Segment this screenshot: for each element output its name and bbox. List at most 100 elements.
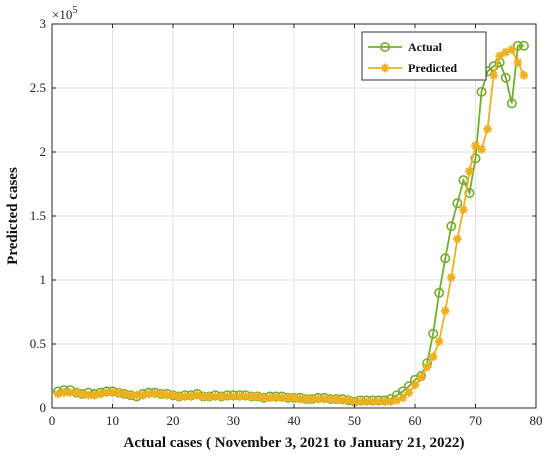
data-point <box>95 389 105 399</box>
asterisk-stroke <box>205 392 213 401</box>
asterisk-stroke <box>435 337 443 345</box>
asterisk-stroke <box>441 307 449 315</box>
asterisk-stroke <box>381 398 389 406</box>
asterisk-stroke <box>145 390 153 398</box>
data-point <box>464 166 475 176</box>
data-point <box>513 57 523 67</box>
asterisk-stroke <box>381 64 389 72</box>
data-point <box>422 362 432 372</box>
data-point <box>483 124 493 134</box>
y-tick-label: 1.5 <box>30 208 46 223</box>
data-point <box>77 389 87 399</box>
asterisk-stroke <box>429 353 437 361</box>
legend-item-predicted: Predicted <box>368 61 457 75</box>
asterisk-stroke <box>266 394 274 402</box>
data-point <box>428 352 438 362</box>
data-point <box>519 70 529 80</box>
asterisk-stroke <box>260 394 268 402</box>
asterisk-stroke <box>338 396 346 404</box>
asterisk-stroke <box>115 389 123 397</box>
data-point <box>452 234 462 244</box>
x-tick-label: 10 <box>106 413 119 428</box>
asterisk-stroke <box>278 394 286 402</box>
data-point <box>518 40 529 51</box>
asterisk-stroke <box>357 398 365 406</box>
data-point <box>89 390 99 400</box>
data-point <box>398 393 408 403</box>
y-tick-label: 3 <box>40 16 47 31</box>
y-tick-label: 0 <box>40 400 47 415</box>
asterisk-stroke <box>496 52 504 60</box>
data-point <box>216 391 226 402</box>
asterisk-stroke <box>453 235 461 243</box>
asterisk-stroke <box>102 389 110 397</box>
data-point <box>71 388 81 398</box>
data-point <box>446 272 456 283</box>
asterisk-stroke <box>490 71 498 79</box>
x-tick-label: 80 <box>530 413 543 428</box>
asterisk-stroke <box>193 391 201 399</box>
x-axis-label: Actual cases ( November 3, 2021 to Janua… <box>124 435 465 451</box>
data-point <box>380 397 390 407</box>
asterisk-stroke <box>60 389 68 397</box>
asterisk-stroke <box>465 167 473 175</box>
data-point <box>506 98 517 109</box>
asterisk-stroke <box>302 395 310 403</box>
asterisk-stroke <box>508 46 516 54</box>
data-point <box>489 70 499 80</box>
asterisk-stroke <box>290 394 298 402</box>
y-tick-label: 2.5 <box>30 80 46 95</box>
asterisk-stroke <box>459 206 467 214</box>
data-point <box>434 336 444 347</box>
data-point <box>386 397 396 407</box>
asterisk-stroke <box>169 391 177 399</box>
asterisk-stroke <box>66 389 74 397</box>
data-point <box>283 393 293 403</box>
asterisk-stroke <box>248 392 256 401</box>
asterisk-stroke <box>133 391 141 399</box>
data-point <box>253 391 263 402</box>
data-point <box>470 141 481 151</box>
data-point <box>434 287 445 298</box>
legend-box <box>361 31 487 81</box>
asterisk-stroke <box>502 48 510 56</box>
data-point <box>168 390 178 400</box>
asterisk-stroke <box>326 395 334 403</box>
asterisk-stroke <box>151 390 159 398</box>
data-point <box>404 388 414 398</box>
data-point <box>222 391 233 402</box>
legend-item-actual: Actual <box>368 40 443 54</box>
x-tick-label: 30 <box>227 413 240 428</box>
asterisk-stroke <box>242 392 250 401</box>
data-point <box>301 394 311 404</box>
asterisk-stroke <box>181 392 189 401</box>
asterisk-stroke <box>254 392 262 401</box>
asterisk-stroke <box>471 142 480 150</box>
data-point <box>380 63 390 73</box>
asterisk-stroke <box>223 392 231 401</box>
asterisk-stroke <box>121 390 129 398</box>
data-point <box>500 72 511 83</box>
data-point <box>392 395 402 405</box>
x-tick-label: 60 <box>409 413 422 428</box>
asterisk-stroke <box>363 398 371 406</box>
asterisk-stroke <box>163 391 171 399</box>
asterisk-stroke <box>344 396 352 404</box>
data-point <box>313 394 323 404</box>
data-point <box>162 390 172 400</box>
asterisk-stroke <box>308 395 316 403</box>
data-point <box>470 153 481 164</box>
grid <box>52 24 536 408</box>
asterisk-stroke <box>393 396 401 404</box>
asterisk-stroke <box>369 398 377 406</box>
data-point <box>440 253 451 264</box>
legend-label: Actual <box>408 40 443 54</box>
data-point <box>138 390 148 400</box>
asterisk-stroke <box>284 394 292 402</box>
y-tick-label: 0.5 <box>30 336 46 351</box>
y-axis-multiplier: ×105 <box>52 5 77 22</box>
y-axis-label: Predicted cases <box>5 167 21 265</box>
data-point <box>507 45 517 55</box>
asterisk-stroke <box>520 71 528 79</box>
